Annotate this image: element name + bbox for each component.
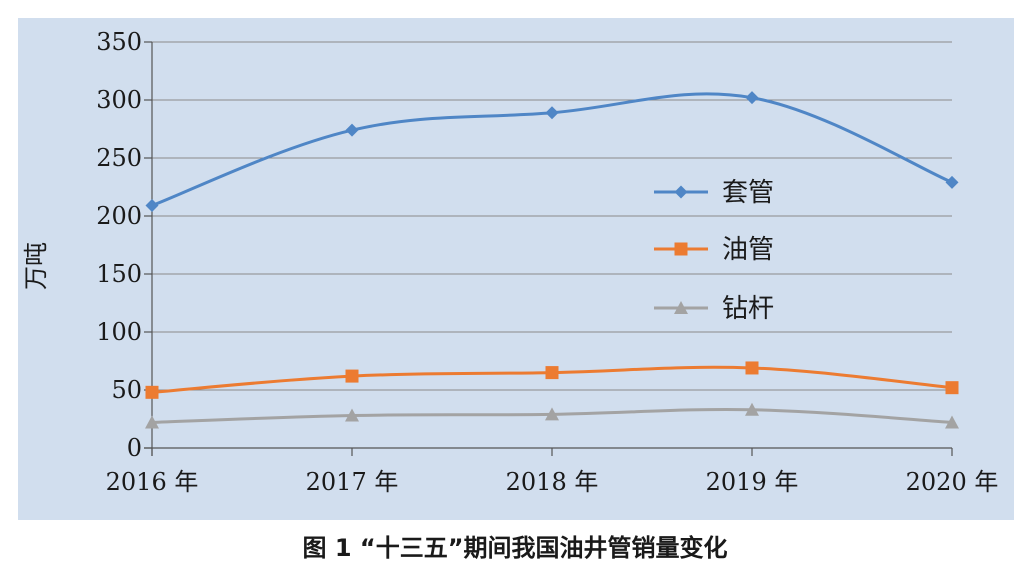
y-tick-label-50: 50 [111,376,142,404]
x-tick-label-0: 2016 年 [106,468,199,496]
legend-item-1: 油管 [654,235,774,265]
series [145,91,959,429]
line-chart: 0 50 100 150 200 250 300 350 2016 年 2017 年 2018 年… [22,28,999,496]
series-1 [145,361,959,399]
x-tick-label-2: 2018 年 [506,468,599,496]
legend-label-1: 油管 [722,235,774,265]
series-0 [145,91,959,213]
data-point-1-1 [345,369,359,383]
y-tick-label-150: 150 [96,260,142,288]
y-tick-label-100: 100 [96,318,142,346]
data-point-0-3 [745,91,759,105]
data-point-2-1 [345,408,359,422]
data-point-1-0 [145,385,159,399]
series-2 [145,402,959,429]
x-tick-label-3: 2019 年 [706,468,799,496]
y-tick-label-250: 250 [96,144,142,172]
legend-marker-2 [674,301,688,314]
data-point-0-2 [545,106,559,120]
y-tick-label-300: 300 [96,86,142,114]
data-point-0-4 [945,175,959,189]
data-point-2-3 [745,402,759,416]
data-point-2-0 [145,415,159,429]
data-point-2-4 [945,415,959,429]
gridlines [152,41,952,391]
data-point-1-2 [545,366,559,380]
data-point-1-4 [945,381,959,395]
x-tick-label-4: 2020 年 [906,468,999,496]
legend-item-2: 钻杆 [654,294,774,324]
chart-panel: 0 50 100 150 200 250 300 350 2016 年 2017 年 2018 年… [18,18,1014,520]
x-tick-label-1: 2017 年 [306,468,399,496]
y-tick-label-0: 0 [127,434,142,462]
y-tick-labels: 0 50 100 150 200 250 300 350 [96,28,142,462]
legend-label-2: 钻杆 [722,294,774,324]
data-point-2-2 [545,407,559,421]
legend-label-0: 套管 [722,178,774,208]
data-point-0-0 [145,199,159,213]
legend-item-0: 套管 [654,178,774,208]
axes [144,41,953,456]
data-point-1-3 [745,361,759,375]
y-tick-label-350: 350 [96,28,142,56]
figure-caption: 图 1 “十三五”期间我国油井管销量变化 [302,534,728,562]
x-tick-labels: 2016 年 2017 年 2018 年 2019 年 2020 年 [106,468,999,496]
legend-marker-0 [674,185,688,199]
y-axis-label: 万吨 [22,242,50,290]
legend-marker-1 [674,242,688,256]
data-point-0-1 [345,123,359,137]
y-tick-label-200: 200 [96,202,142,230]
